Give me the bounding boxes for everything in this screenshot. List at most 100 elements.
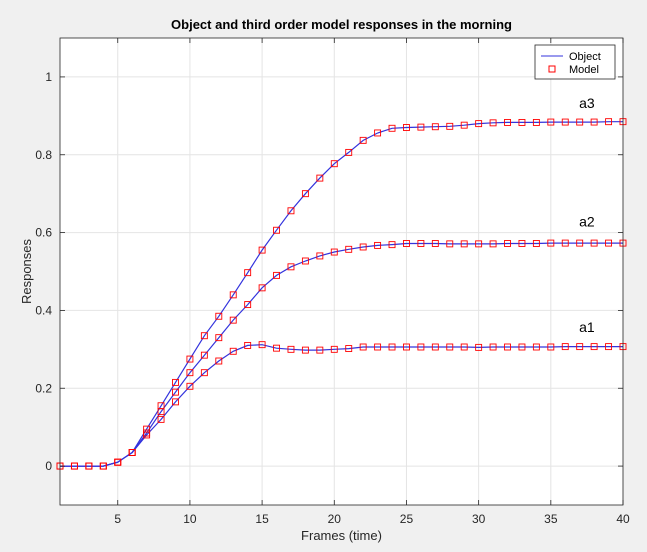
model-marker-a3: [518, 118, 526, 126]
model-marker-a3: [576, 118, 584, 126]
model-marker-a3: [70, 462, 78, 470]
model-marker-a3: [561, 118, 569, 126]
model-marker-a3: [605, 118, 613, 126]
legend: Object Model: [534, 44, 616, 80]
model-marker-a3: [460, 121, 468, 129]
model-marker-a3: [287, 207, 295, 215]
model-marker-a3: [475, 120, 483, 128]
model-marker-a1: [590, 343, 598, 351]
model-marker-a2: [518, 240, 526, 247]
model-marker-a2: [200, 351, 208, 359]
legend-model-marker: [548, 65, 556, 73]
model-marker-a2: [547, 239, 555, 247]
model-marker-a3: [143, 425, 151, 433]
model-marker-a3: [301, 190, 309, 198]
model-marker-a2: [215, 334, 223, 342]
model-marker-a3: [374, 129, 382, 137]
model-marker-a2: [287, 263, 295, 271]
model-marker-a2: [417, 240, 425, 247]
model-marker-a2: [489, 240, 497, 248]
x-tick-label: 35: [544, 512, 558, 526]
model-marker-a3: [200, 332, 208, 340]
model-marker-a2: [316, 252, 324, 260]
model-marker-a3: [273, 226, 280, 234]
x-axis-label: Frames (time): [301, 528, 382, 543]
model-marker-a2: [388, 241, 396, 249]
model-marker-a1: [330, 345, 338, 353]
model-marker-a1: [460, 343, 468, 351]
model-marker-a2: [460, 240, 468, 248]
annotation-a2: a2: [579, 214, 595, 230]
model-marker-a2: [172, 388, 179, 396]
y-tick-label: 0: [45, 459, 52, 473]
model-marker-a3: [85, 462, 93, 470]
model-marker-a1: [431, 343, 439, 351]
plot-frame: [59, 37, 624, 506]
x-tick-label: 30: [472, 512, 486, 526]
model-marker-a2: [273, 271, 280, 279]
model-marker-a3: [258, 246, 266, 254]
model-marker-a1: [388, 343, 396, 351]
model-marker-a2: [301, 257, 309, 265]
model-marker-a2: [605, 239, 613, 247]
model-markers: [56, 118, 627, 470]
tick-labels: 5 10 15 20 25 30 35 40 0 0.2 0.4 0.6 0.8 1: [35, 70, 630, 526]
y-tick-label: 0.8: [35, 148, 52, 162]
y-axis-label: Responses: [19, 238, 34, 304]
model-marker-a3: [388, 124, 396, 132]
model-marker-a1: [417, 343, 425, 351]
model-marker-a1: [345, 345, 353, 353]
model-marker-a2: [374, 241, 382, 249]
model-marker-a3: [547, 118, 555, 126]
model-marker-a2: [345, 245, 353, 253]
model-marker-a2: [229, 316, 237, 324]
model-marker-a3: [532, 118, 540, 126]
model-marker-a3: [186, 355, 194, 363]
model-marker-a3: [172, 378, 179, 386]
model-marker-a2: [403, 240, 410, 247]
model-marker-a1: [605, 343, 613, 351]
x-tick-label: 40: [616, 512, 630, 526]
model-marker-a3: [316, 174, 324, 182]
x-tick-label: 25: [400, 512, 414, 526]
chart-title: Object and third order model responses i…: [171, 17, 512, 32]
y-tick-label: 1: [45, 70, 52, 84]
model-marker-a1: [258, 341, 266, 349]
model-marker-a2: [576, 239, 584, 247]
model-marker-a2: [475, 240, 483, 248]
model-marker-a2: [590, 239, 598, 247]
model-marker-a1: [518, 343, 526, 351]
y-tick-label: 0.4: [35, 303, 52, 317]
model-marker-a3: [128, 449, 136, 456]
model-marker-a3: [215, 312, 223, 320]
legend-label-object: Object: [569, 51, 601, 63]
model-marker-a3: [431, 123, 439, 131]
model-marker-a3: [99, 462, 107, 470]
model-marker-a3: [330, 160, 338, 168]
model-marker-a2: [244, 301, 252, 309]
legend-box: [534, 44, 616, 80]
model-marker-a1: [475, 343, 483, 351]
model-marker-a3: [590, 118, 598, 126]
model-marker-a2: [258, 284, 266, 292]
model-marker-a3: [417, 123, 425, 131]
model-marker-a3: [345, 148, 353, 156]
model-marker-a3: [157, 402, 165, 410]
object-lines: [60, 121, 623, 467]
x-tick-label: 20: [328, 512, 342, 526]
model-marker-a1: [287, 345, 295, 353]
model-marker-a1: [301, 346, 309, 354]
model-marker-a2: [330, 248, 338, 256]
model-marker-a3: [446, 122, 454, 130]
model-marker-a1: [403, 343, 410, 351]
model-marker-a1: [215, 357, 223, 365]
model-marker-a2: [359, 243, 367, 251]
model-marker-a3: [229, 291, 237, 299]
model-marker-a2: [143, 429, 151, 437]
x-tick-label: 5: [114, 512, 121, 526]
model-marker-a3: [504, 118, 511, 126]
model-marker-a1: [229, 347, 237, 355]
model-marker-a1: [359, 343, 367, 351]
model-marker-a3: [114, 458, 122, 466]
tick-marks: [60, 38, 624, 505]
